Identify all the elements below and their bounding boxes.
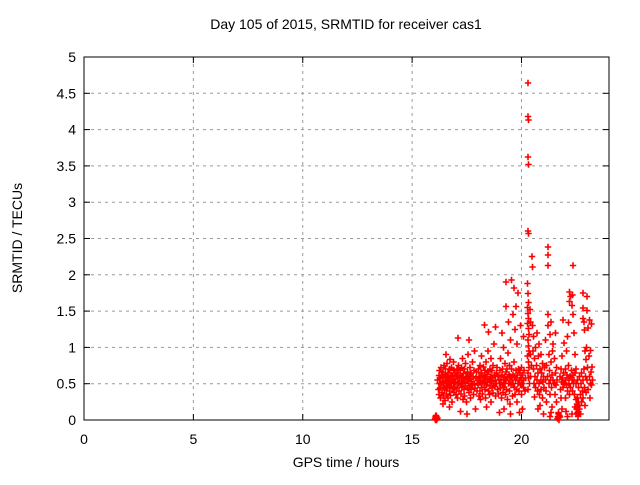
y-tick-label: 3.5 (57, 158, 77, 174)
x-tick-label: 0 (80, 431, 88, 447)
y-tick-label: 3 (68, 194, 76, 210)
y-tick-label: 4.5 (57, 85, 77, 101)
y-tick-label: 0 (68, 412, 76, 428)
x-tick-labels: 0 5 10 15 20 (80, 431, 529, 447)
y-tick-label: 0.5 (57, 376, 77, 392)
x-tick-label: 15 (404, 431, 420, 447)
y-axis-label: SRMTID / TECUs (9, 183, 25, 293)
x-tick-label: 20 (514, 431, 530, 447)
y-tick-label: 2 (68, 267, 76, 283)
data-points (431, 79, 596, 424)
y-tick-label: 4 (68, 122, 76, 138)
y-tick-label: 1 (68, 339, 76, 355)
y-tick-label: 5 (68, 49, 76, 65)
y-tick-labels: 0 0.5 1 1.5 2 2.5 3 3.5 4 4.5 5 (57, 49, 77, 428)
chart-title: Day 105 of 2015, SRMTID for receiver cas… (210, 16, 482, 32)
x-axis-label: GPS time / hours (293, 454, 400, 470)
y-tick-label: 2.5 (57, 231, 77, 247)
x-tick-label: 5 (189, 431, 197, 447)
x-tick-label: 10 (295, 431, 311, 447)
gridlines (84, 57, 609, 420)
axis-ticks (83, 56, 609, 421)
y-tick-label: 1.5 (57, 303, 77, 319)
